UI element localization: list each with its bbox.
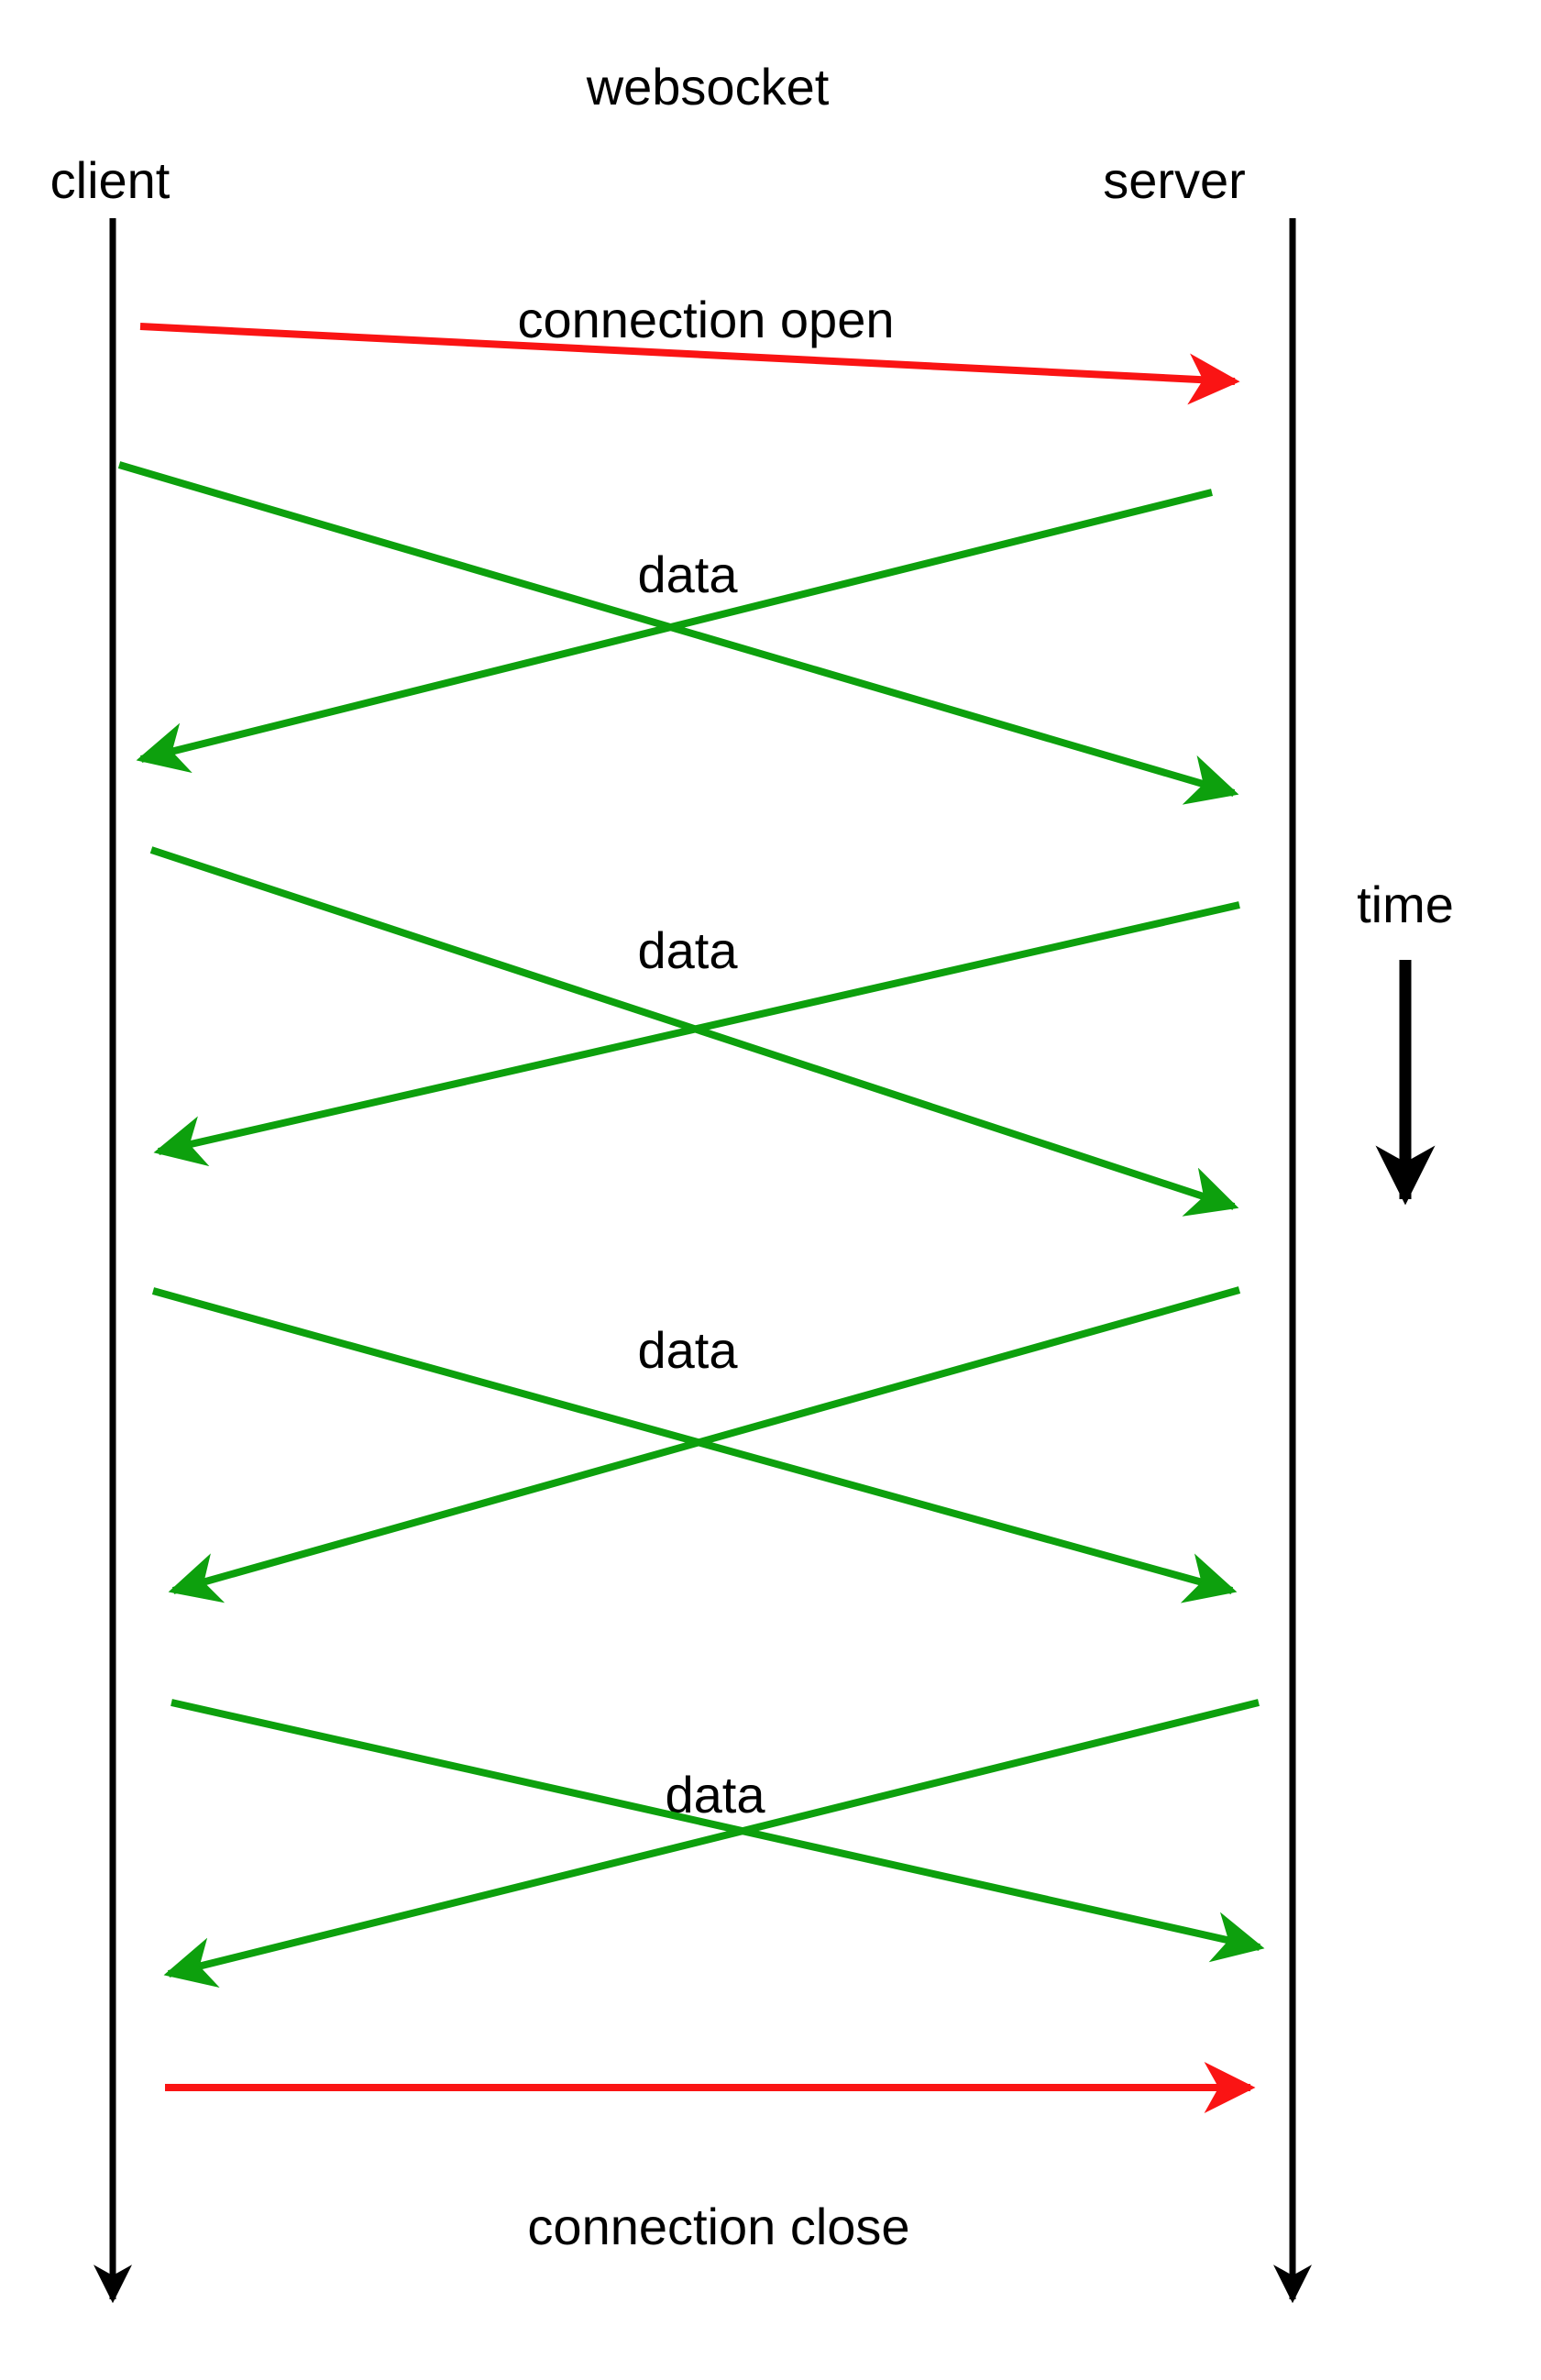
data-label-3: data xyxy=(638,1321,739,1379)
data-arrow-server-to-client-3 xyxy=(168,1286,1241,1603)
data-arrow-server-to-client-2 xyxy=(153,901,1240,1167)
connection-open-label: connection open xyxy=(517,291,894,348)
data-label-1: data xyxy=(638,545,739,603)
server-actor-label: server xyxy=(1103,151,1246,209)
time-label: time xyxy=(1357,876,1454,933)
client-actor-label: client xyxy=(50,151,171,209)
data-arrow-server-to-client-1 xyxy=(136,489,1213,773)
connection-close-label: connection close xyxy=(527,2198,909,2255)
data-exchange-4: data xyxy=(163,1699,1265,1988)
data-label-2: data xyxy=(638,921,739,979)
data-exchange-2: data xyxy=(149,846,1240,1217)
diagram-title: websocket xyxy=(586,58,830,116)
data-exchange-3: data xyxy=(151,1286,1241,1603)
data-exchange-1: data xyxy=(117,461,1239,805)
data-arrow-server-to-client-4 xyxy=(163,1699,1260,1988)
data-arrow-client-to-server-4 xyxy=(171,1699,1265,1963)
connection-open-arrow xyxy=(139,323,1240,405)
